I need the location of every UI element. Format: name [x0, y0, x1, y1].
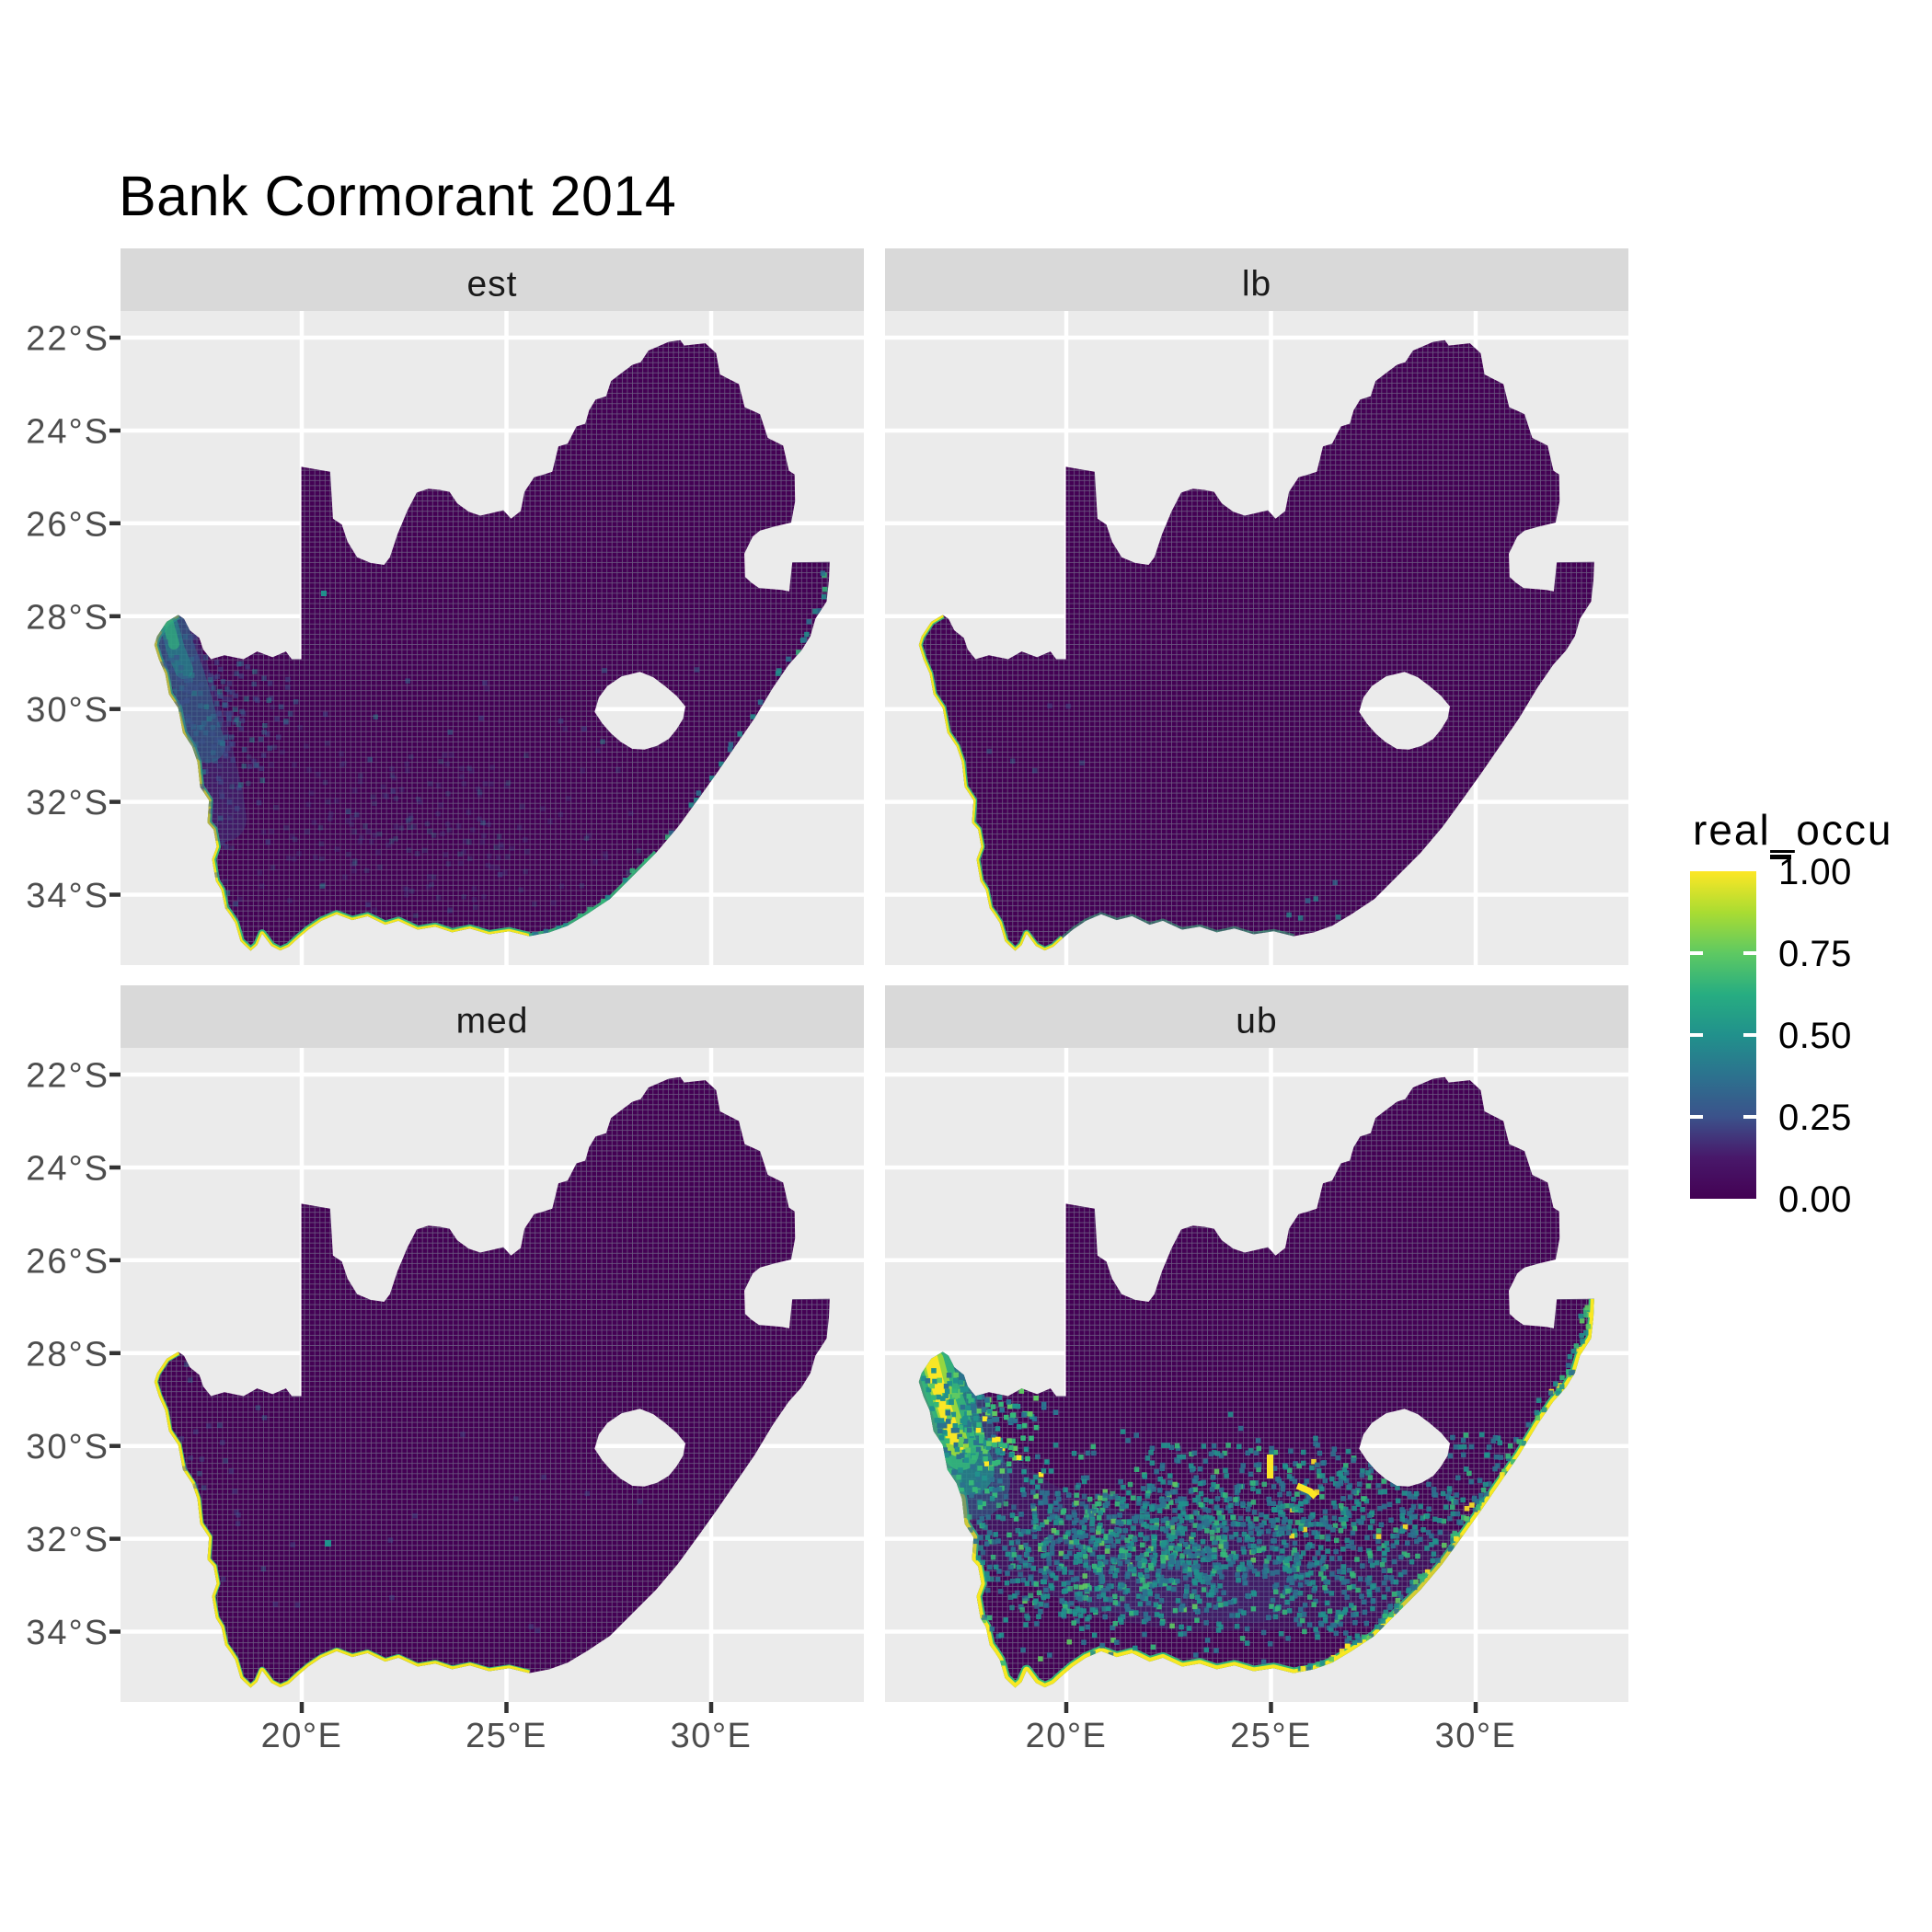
svg-text:25°E: 25°E: [466, 1717, 547, 1755]
svg-text:32°S: 32°S: [26, 784, 109, 822]
svg-text:30°E: 30°E: [1435, 1717, 1517, 1755]
svg-text:20°E: 20°E: [1026, 1717, 1108, 1755]
svg-text:med: med: [456, 1002, 529, 1041]
svg-text:30°S: 30°S: [26, 691, 109, 730]
svg-text:0.25: 0.25: [1778, 1098, 1852, 1138]
svg-text:lb: lb: [1242, 265, 1271, 305]
svg-text:22°S: 22°S: [26, 320, 109, 359]
svg-text:28°S: 28°S: [26, 1335, 109, 1374]
svg-text:0.00: 0.00: [1778, 1179, 1852, 1220]
svg-text:30°S: 30°S: [26, 1428, 109, 1466]
svg-text:0.75: 0.75: [1778, 934, 1852, 974]
svg-text:24°S: 24°S: [26, 1150, 109, 1189]
svg-text:ub: ub: [1236, 1002, 1277, 1041]
svg-text:26°S: 26°S: [26, 1242, 109, 1281]
svg-text:32°S: 32°S: [26, 1521, 109, 1559]
svg-text:34°S: 34°S: [26, 877, 109, 915]
svg-text:22°S: 22°S: [26, 1057, 109, 1096]
svg-text:0.50: 0.50: [1778, 1016, 1852, 1056]
svg-text:30°E: 30°E: [671, 1717, 753, 1755]
svg-text:real_occu: real_occu: [1693, 806, 1892, 854]
svg-text:est: est: [466, 265, 517, 305]
svg-text:34°S: 34°S: [26, 1614, 109, 1652]
svg-text:28°S: 28°S: [26, 598, 109, 637]
svg-text:24°S: 24°S: [26, 413, 109, 452]
svg-text:20°E: 20°E: [261, 1717, 343, 1755]
svg-text:26°S: 26°S: [26, 505, 109, 544]
svg-text:Bank Cormorant 2014: Bank Cormorant 2014: [119, 165, 676, 227]
svg-text:25°E: 25°E: [1230, 1717, 1312, 1755]
